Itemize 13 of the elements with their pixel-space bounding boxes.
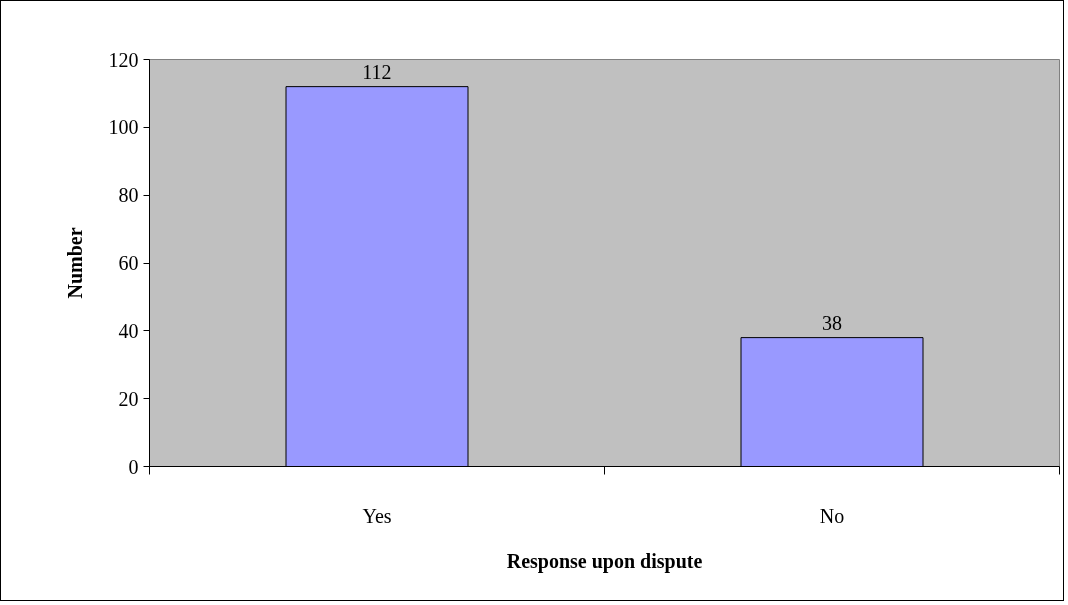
x-axis-title: Response upon dispute bbox=[506, 549, 703, 573]
y-tick-label: 60 bbox=[118, 252, 139, 274]
data-label: 112 bbox=[362, 60, 392, 83]
y-tick-label: 20 bbox=[118, 387, 139, 410]
y-tick-label: 120 bbox=[108, 48, 139, 71]
y-tick-label: 100 bbox=[108, 116, 139, 139]
data-label: 38 bbox=[822, 311, 842, 334]
x-tick-label: Yes bbox=[362, 504, 392, 527]
y-tick-label: 0 bbox=[128, 455, 139, 478]
x-tick-label: No bbox=[819, 504, 845, 527]
y-axis-title: Number bbox=[63, 227, 86, 299]
y-tick-label: 80 bbox=[118, 184, 139, 207]
y-tick-label: 40 bbox=[118, 319, 139, 342]
